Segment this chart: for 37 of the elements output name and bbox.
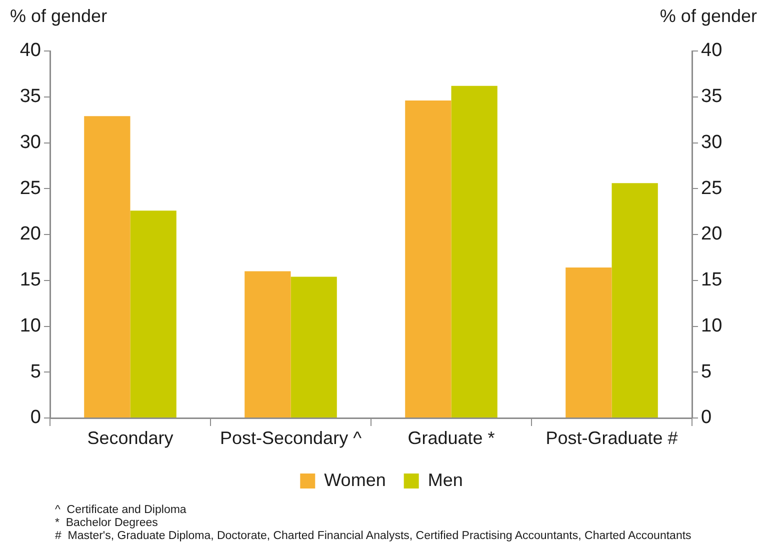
y2-axis-title: % of gender [660, 6, 757, 27]
y2-tick-label: 10 [701, 315, 722, 336]
y2-tick-label: 20 [701, 224, 722, 245]
bar [451, 86, 498, 418]
y-tick-label: 25 [20, 178, 41, 199]
bar [130, 210, 176, 418]
x-tick-label: Graduate * [408, 428, 495, 448]
y-tick-label: 35 [20, 86, 41, 108]
bar [84, 116, 130, 418]
y-tick-label: 15 [20, 270, 41, 291]
y-tick-label: 20 [20, 224, 41, 245]
legend-label: Women [324, 470, 386, 490]
x-tick-label: Post-Graduate # [546, 428, 678, 448]
y2-tick-label: 15 [701, 270, 722, 291]
x-tick-label: Post-Secondary ^ [220, 428, 362, 448]
y-tick-label: 0 [30, 407, 41, 428]
bar [566, 268, 612, 418]
y-tick-label: 30 [20, 132, 41, 153]
y2-tick-label: 0 [701, 407, 712, 428]
text: * Bachelor Degrees [55, 517, 159, 530]
bar [612, 183, 658, 418]
text: # Master's, Graduate Diploma, Doctorate, Charted Financial Analysts, Certified Practising Accountants, Charted Accountants [55, 530, 692, 543]
bar [405, 100, 452, 418]
y-tick-label: 5 [30, 361, 41, 382]
x-tick-label: Secondary [87, 428, 174, 448]
text: ^ Certificate and Diploma [55, 504, 188, 517]
bar [290, 276, 337, 418]
y-tick-label: 10 [20, 315, 41, 336]
y2-tick-label: 30 [701, 132, 722, 153]
y2-tick-label: 35 [701, 86, 722, 108]
y-axis-title: % of gender [10, 6, 108, 27]
y2-tick-label: 40 [701, 40, 722, 62]
y2-tick-label: 5 [701, 361, 712, 382]
legend-label: Men [428, 470, 463, 490]
bar [244, 271, 291, 418]
y2-tick-label: 25 [701, 178, 722, 199]
y-tick-label: 40 [20, 40, 41, 62]
